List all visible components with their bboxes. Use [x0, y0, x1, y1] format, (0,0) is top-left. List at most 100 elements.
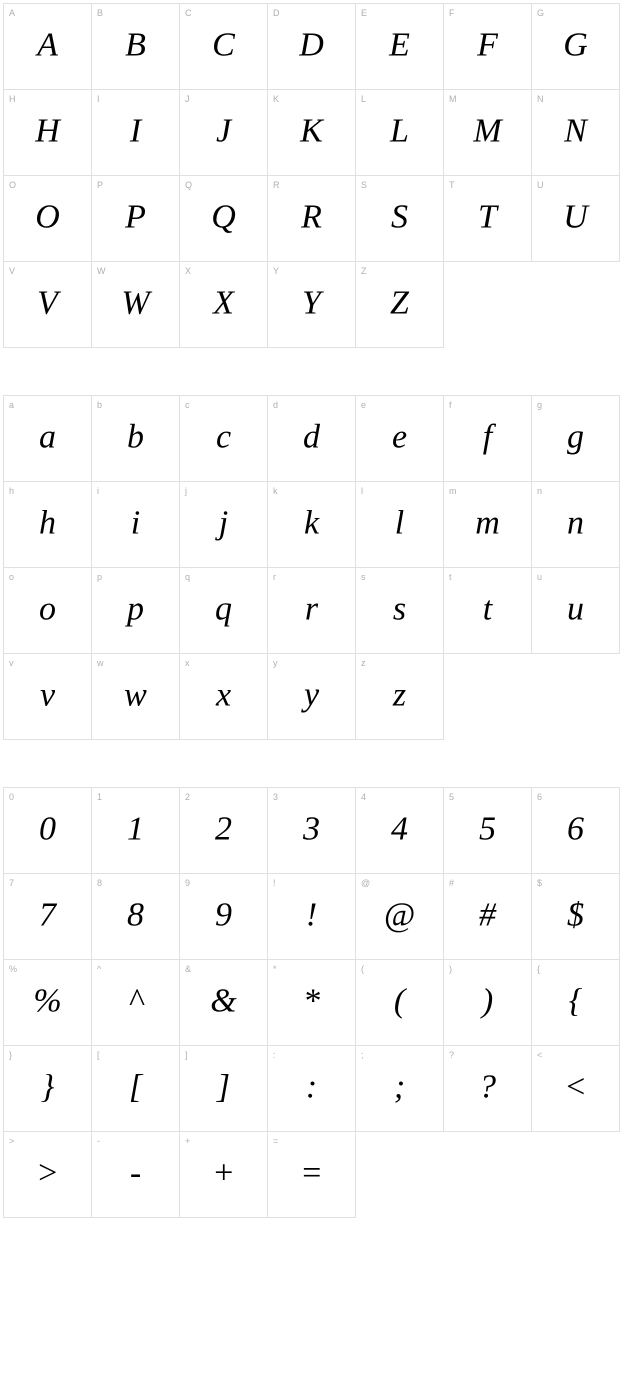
glyph-cell: UU — [531, 175, 620, 262]
glyph-display: R — [301, 200, 322, 234]
glyph-cell: VV — [3, 261, 92, 348]
glyph-display: + — [212, 1156, 235, 1190]
glyph-cell: HH — [3, 89, 92, 176]
glyph-label: H — [9, 94, 16, 104]
glyph-display: % — [33, 984, 61, 1018]
glyph-display: < — [564, 1070, 587, 1104]
glyph-cell: )) — [443, 959, 532, 1046]
glyph-display: o — [39, 592, 56, 626]
glyph-display: N — [564, 114, 587, 148]
glyph-label: h — [9, 486, 14, 496]
glyph-display: D — [299, 28, 324, 62]
glyph-display: : — [306, 1070, 317, 1104]
glyph-label: L — [361, 94, 366, 104]
glyph-display: j — [219, 506, 228, 540]
glyph-display: 4 — [391, 812, 408, 846]
glyph-label: J — [185, 94, 190, 104]
glyph-cell: OO — [3, 175, 92, 262]
glyph-label: * — [273, 964, 277, 974]
glyph-display: Z — [390, 286, 409, 320]
glyph-display: v — [40, 678, 55, 712]
glyph-display: 9 — [215, 898, 232, 932]
glyph-display: * — [303, 984, 320, 1018]
glyph-cell: zz — [355, 653, 444, 740]
glyph-label: Z — [361, 266, 367, 276]
glyph-label: 1 — [97, 792, 102, 802]
glyph-label: O — [9, 180, 16, 190]
glyph-cell: 77 — [3, 873, 92, 960]
glyph-display: g — [567, 420, 584, 454]
glyph-display: O — [35, 200, 60, 234]
glyph-label: ^ — [97, 964, 101, 974]
glyph-cell: rr — [267, 567, 356, 654]
glyph-display: p — [127, 592, 144, 626]
glyph-cell: 11 — [91, 787, 180, 874]
glyph-grid: 00112233445566778899!!@@##$$%%^^&&**(())… — [4, 788, 636, 1218]
section-uppercase: AABBCCDDEEFFGGHHIIJJKKLLMMNNOOPPQQRRSSTT… — [0, 0, 640, 352]
glyph-cell: mm — [443, 481, 532, 568]
glyph-display: q — [215, 592, 232, 626]
glyph-cell: PP — [91, 175, 180, 262]
glyph-display: - — [130, 1156, 141, 1190]
glyph-label: : — [273, 1050, 276, 1060]
glyph-cell: FF — [443, 3, 532, 90]
glyph-display: [ — [129, 1070, 142, 1104]
glyph-cell: 88 — [91, 873, 180, 960]
glyph-display: = — [300, 1156, 323, 1190]
glyph-cell: QQ — [179, 175, 268, 262]
glyph-label: + — [185, 1136, 190, 1146]
glyph-cell: :: — [267, 1045, 356, 1132]
glyph-label: - — [97, 1136, 100, 1146]
glyph-cell: $$ — [531, 873, 620, 960]
glyph-label: < — [537, 1050, 542, 1060]
section-numbers-symbols: 00112233445566778899!!@@##$$%%^^&&**(())… — [0, 784, 640, 1222]
glyph-cell: ZZ — [355, 261, 444, 348]
glyph-cell: ii — [91, 481, 180, 568]
glyph-display: f — [483, 420, 492, 454]
glyph-label: P — [97, 180, 103, 190]
glyph-display: A — [37, 28, 58, 62]
glyph-label: u — [537, 572, 542, 582]
glyph-label: a — [9, 400, 14, 410]
glyph-cell: @@ — [355, 873, 444, 960]
glyph-label: i — [97, 486, 99, 496]
glyph-label: W — [97, 266, 106, 276]
glyph-cell: tt — [443, 567, 532, 654]
glyph-display: e — [392, 420, 407, 454]
glyph-label: j — [185, 486, 187, 496]
glyph-display: @ — [384, 898, 415, 932]
glyph-cell: RR — [267, 175, 356, 262]
glyph-cell: 55 — [443, 787, 532, 874]
glyph-label: r — [273, 572, 276, 582]
glyph-label: C — [185, 8, 192, 18]
glyph-cell: MM — [443, 89, 532, 176]
glyph-label: A — [9, 8, 15, 18]
glyph-label: 6 — [537, 792, 542, 802]
glyph-display: c — [216, 420, 231, 454]
glyph-display: t — [483, 592, 492, 626]
glyph-display: l — [395, 506, 404, 540]
glyph-label: N — [537, 94, 544, 104]
glyph-display: 8 — [127, 898, 144, 932]
glyph-cell: kk — [267, 481, 356, 568]
glyph-label: z — [361, 658, 366, 668]
glyph-cell: 99 — [179, 873, 268, 960]
glyph-label: s — [361, 572, 366, 582]
glyph-display: m — [475, 506, 500, 540]
glyph-cell: DD — [267, 3, 356, 90]
glyph-display: k — [304, 506, 319, 540]
glyph-display: T — [478, 200, 497, 234]
glyph-cell: KK — [267, 89, 356, 176]
glyph-label: p — [97, 572, 102, 582]
glyph-display: d — [303, 420, 320, 454]
glyph-cell: == — [267, 1131, 356, 1218]
glyph-label: T — [449, 180, 455, 190]
glyph-label: ; — [361, 1050, 364, 1060]
glyph-display: z — [393, 678, 406, 712]
glyph-display: ^ — [128, 984, 142, 1018]
glyph-label: V — [9, 266, 15, 276]
glyph-label: I — [97, 94, 100, 104]
glyph-display: 5 — [479, 812, 496, 846]
glyph-label: F — [449, 8, 455, 18]
glyph-display: 2 — [215, 812, 232, 846]
